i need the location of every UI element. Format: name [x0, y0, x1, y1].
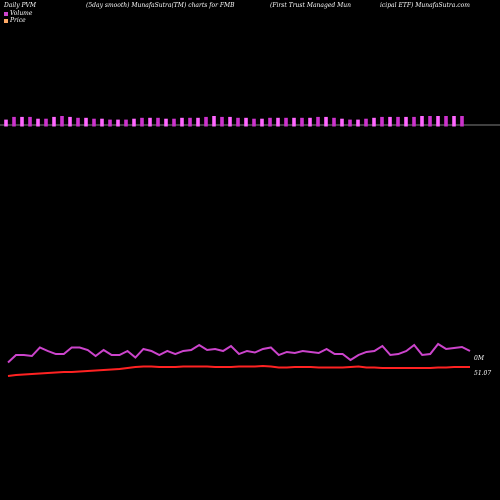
volume-bar — [196, 117, 200, 127]
volume-bar — [292, 117, 296, 127]
volume-value-label: 0M — [474, 355, 484, 362]
volume-bar — [76, 117, 80, 127]
volume-bar — [132, 118, 136, 127]
volume-bar — [84, 117, 88, 127]
volume-bar — [52, 116, 56, 127]
volume-bar — [380, 116, 384, 127]
header-left: Daily PVM — [4, 2, 37, 9]
header-middle: (5day smooth) MunafaSutra(TM) charts for… — [86, 2, 235, 9]
volume-bar — [284, 117, 288, 127]
volume-swatch — [4, 11, 8, 16]
volume-bar — [68, 116, 72, 127]
volume-bar — [452, 116, 456, 127]
volume-bar — [44, 118, 48, 127]
volume-bar — [364, 118, 368, 127]
volume-bar — [20, 116, 24, 127]
volume-bar — [340, 118, 344, 127]
volume-bar — [244, 117, 248, 127]
volume-bar — [324, 116, 328, 127]
volume-bar — [268, 117, 272, 127]
volume-bar — [108, 119, 112, 127]
volume-bar — [164, 118, 168, 127]
volume-bar — [308, 117, 312, 127]
volume-bar — [188, 117, 192, 127]
legend-volume: Volume — [4, 10, 32, 17]
volume-bar — [372, 117, 376, 127]
volume-bar — [260, 118, 264, 127]
volume-bar — [100, 118, 104, 127]
volume-bar — [116, 119, 120, 127]
volume-bar — [124, 119, 128, 127]
volume-bar — [348, 119, 352, 127]
volume-bar — [276, 117, 280, 127]
volume-bar — [204, 116, 208, 127]
volume-bar — [172, 118, 176, 127]
volume-bar — [156, 117, 160, 127]
volume-bar — [412, 116, 416, 127]
legend-price-label: Price — [10, 17, 26, 24]
volume-bar — [4, 119, 8, 127]
volume-bar — [356, 119, 360, 127]
volume-bar — [12, 116, 16, 127]
header-right: (First Trust Managed Mun — [270, 2, 351, 9]
legend-volume-label: Volume — [10, 10, 33, 17]
price-line — [7, 364, 470, 377]
volume-bar — [332, 117, 336, 127]
volume-bar — [388, 116, 392, 127]
volume-bar — [220, 116, 224, 127]
volume-bar — [148, 117, 152, 127]
volume-bar — [180, 117, 184, 127]
volume-bars — [4, 116, 464, 127]
volume-bar — [300, 117, 304, 127]
price-value-label: 51.07 — [474, 370, 492, 377]
legend-price: Price — [4, 17, 26, 24]
volume-bar — [228, 116, 232, 127]
volume-bar — [316, 116, 320, 127]
volume-bar — [140, 117, 144, 127]
pvm-line — [7, 342, 471, 364]
volume-bar — [436, 116, 440, 127]
volume-bar — [36, 118, 40, 127]
volume-bar — [396, 116, 400, 127]
volume-bar — [60, 116, 64, 127]
header-right-2: icipal ETF) MunafaSutra.com — [380, 2, 470, 9]
volume-bar — [212, 116, 216, 127]
volume-bar — [420, 116, 424, 127]
price-swatch — [4, 18, 8, 23]
volume-bar — [28, 116, 32, 127]
volume-bar — [460, 116, 464, 127]
volume-bar — [428, 116, 432, 127]
volume-bar — [92, 118, 96, 127]
volume-bar — [236, 117, 240, 127]
volume-bar — [404, 116, 408, 127]
volume-bar — [252, 118, 256, 127]
volume-bar — [444, 116, 448, 127]
